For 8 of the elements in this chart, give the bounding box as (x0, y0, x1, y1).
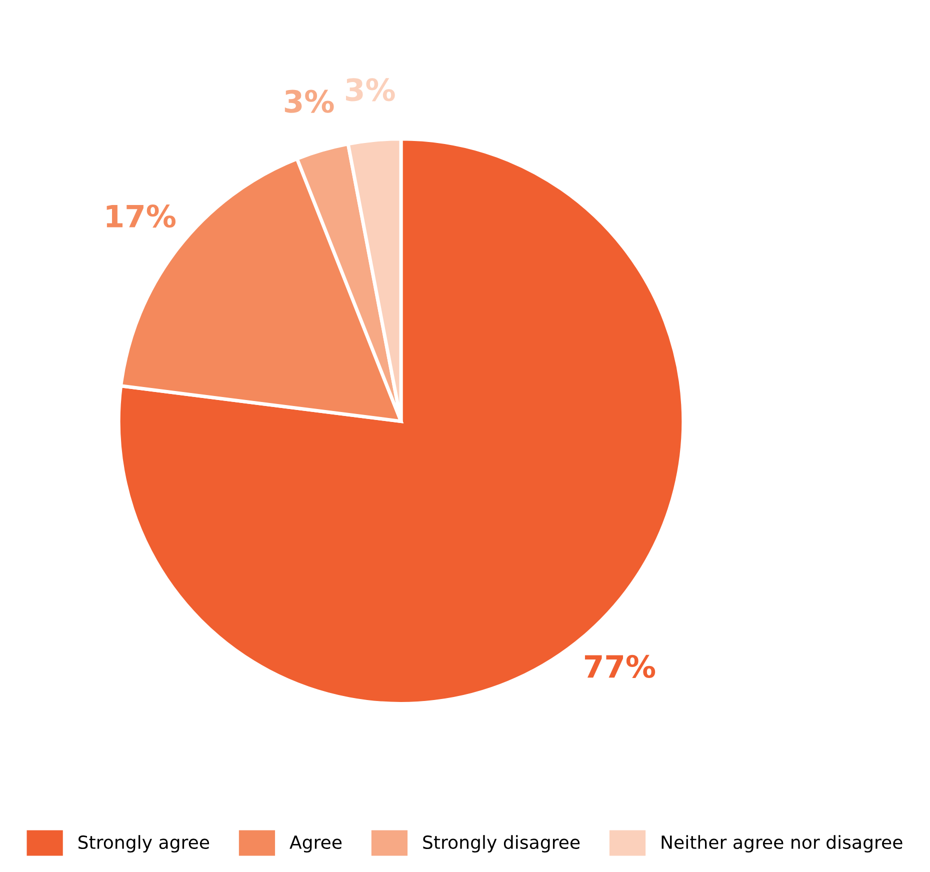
legend-label: Strongly disagree (423, 835, 580, 853)
data-label: 3% (346, 78, 395, 102)
legend-label: Strongly agree (78, 835, 210, 853)
data-label: 3% (284, 90, 334, 113)
data-label: 77% (584, 654, 656, 678)
legend-label: Agree (290, 836, 342, 853)
data-label: 17% (106, 204, 176, 228)
legend-label: Neither agree nor disagree (662, 835, 902, 853)
